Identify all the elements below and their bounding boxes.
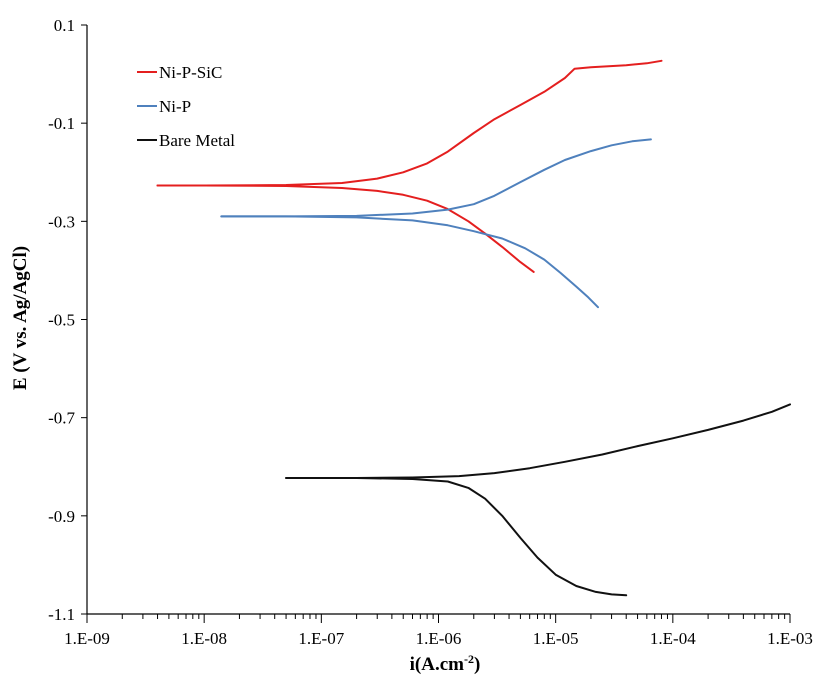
x-tick-label: 1.E-04 (650, 629, 696, 648)
series-ni-p-anodic-branch (220, 138, 652, 218)
y-tick-label: -0.5 (48, 311, 75, 330)
x-tick-label: 1.E-09 (64, 629, 110, 648)
series-group (156, 59, 791, 597)
legend: Ni-P-SiC Ni-P Bare Metal (137, 63, 235, 150)
x-tick-label: 1.E-03 (767, 629, 813, 648)
y-tick-label: -0.1 (48, 114, 75, 133)
y-axis-title: E (V vs. Ag/AgCl) (10, 246, 31, 390)
y-tick-label: 0.1 (54, 16, 75, 35)
series-ni-p-cathodic-branch (220, 215, 599, 309)
series-ni-p-sic-anodic-branch (156, 59, 663, 187)
x-tick-label: 1.E-05 (533, 629, 579, 648)
y-tick-label: -1.1 (48, 605, 75, 624)
x-tick-label: 1.E-06 (416, 629, 462, 648)
y-tick-labels: 0.1 -0.1 -0.3 -0.5 -0.7 -0.9 -1.1 (48, 16, 75, 624)
x-tick-label: 1.E-07 (298, 629, 344, 648)
legend-label-bare-metal: Bare Metal (159, 131, 235, 150)
y-tick-label: -0.7 (48, 409, 75, 428)
x-tick-label: 1.E-08 (181, 629, 227, 648)
legend-label-ni-p: Ni-P (159, 97, 191, 116)
series-bare-metal-cathodic-branch (285, 477, 628, 597)
x-axis-title: i(A.cm-2) (410, 652, 481, 675)
x-tick-labels: 1.E-09 1.E-08 1.E-07 1.E-06 1.E-05 1.E-04 1.E-… (64, 629, 813, 648)
tick-marks (81, 24, 791, 623)
legend-label-ni-p-sic: Ni-P-SiC (159, 63, 222, 82)
series-bare-metal-anodic-branch (285, 403, 791, 479)
series-ni-p-sic-cathodic-branch (156, 184, 535, 273)
y-tick-label: -0.9 (48, 507, 75, 526)
axes (86, 25, 790, 615)
y-tick-label: -0.3 (48, 212, 75, 231)
